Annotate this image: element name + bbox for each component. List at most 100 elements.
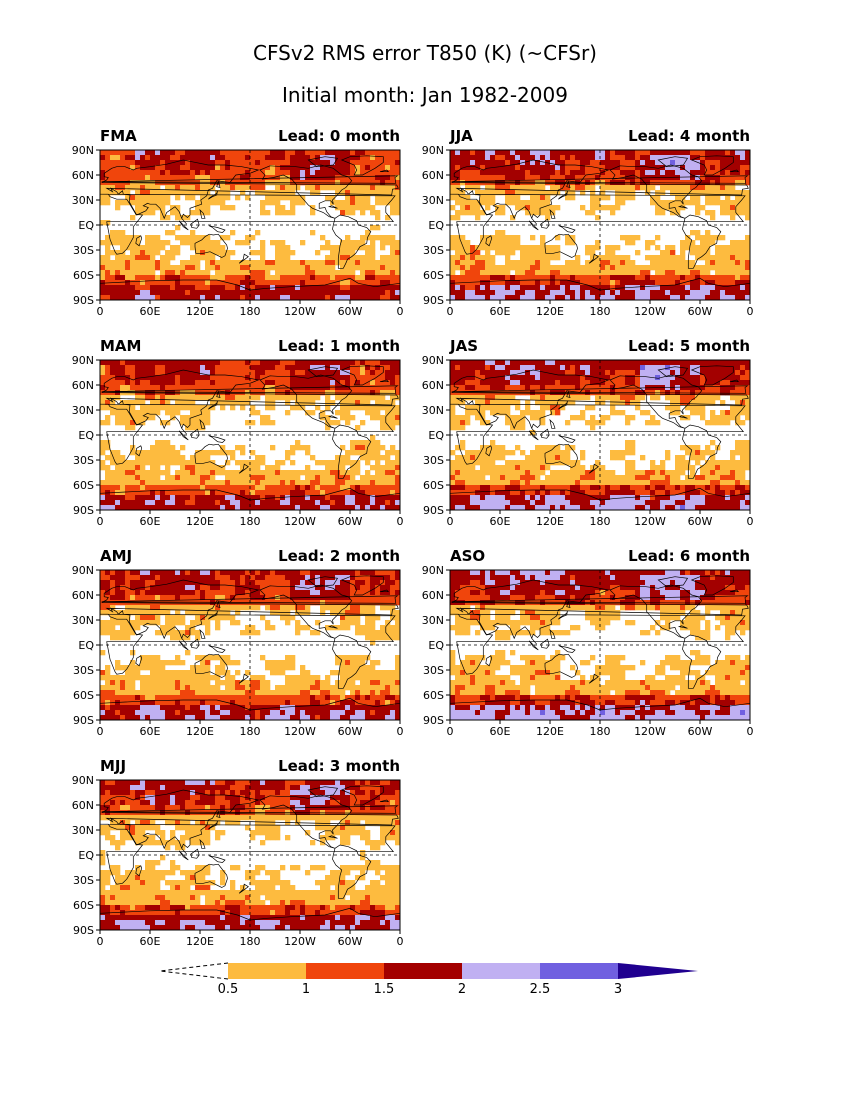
lat-tick-label: 30N	[422, 194, 444, 207]
coastline	[729, 589, 740, 593]
coastline	[327, 205, 338, 209]
coastline	[135, 865, 143, 877]
coastline	[199, 208, 206, 219]
lon-tick-label: 180	[590, 515, 611, 528]
coastline	[549, 628, 556, 639]
coastline	[208, 610, 218, 620]
lat-tick-label: 30S	[423, 664, 444, 677]
lon-tick-label: 120E	[536, 305, 564, 318]
lat-tick-label: 60S	[73, 269, 94, 282]
lon-tick-label: 120W	[634, 725, 666, 738]
coastline	[549, 208, 556, 219]
coastline	[194, 863, 228, 888]
coastline	[100, 403, 396, 465]
coastline	[216, 180, 221, 188]
colorbar-level-label: 2	[458, 982, 466, 997]
coastline	[190, 848, 200, 859]
lat-tick-label: 60N	[422, 169, 444, 182]
coastline	[540, 428, 550, 439]
lat-tick-label: EQ	[428, 639, 444, 652]
coastline	[682, 634, 722, 689]
coastline	[340, 785, 384, 806]
coastline	[677, 205, 688, 209]
figure-subtitle: Initial month: Jan 1982-2009	[282, 83, 568, 107]
coastline	[190, 218, 200, 229]
coastline	[451, 159, 749, 225]
lat-tick-label: 30S	[73, 874, 94, 887]
coastline	[609, 374, 703, 429]
coastline	[238, 463, 249, 474]
coastline	[609, 164, 703, 219]
panel-season-label: FMA	[100, 127, 137, 145]
lat-tick-label: 60N	[72, 379, 94, 392]
lon-tick-label: 0	[397, 935, 404, 948]
coastline	[379, 379, 390, 383]
coastline	[588, 673, 599, 684]
coastline	[451, 595, 749, 604]
coastline	[238, 673, 249, 684]
panel-lead-label: Lead: 2 month	[278, 547, 400, 565]
coastline	[101, 175, 399, 184]
colorbar-level-label: 1.5	[374, 982, 395, 997]
colorbar-level-label: 0.5	[218, 982, 239, 997]
coastline	[544, 653, 578, 678]
coastline	[100, 277, 400, 300]
coastline	[340, 365, 384, 386]
coastline	[528, 430, 539, 441]
lat-tick-label: 30N	[422, 614, 444, 627]
lon-tick-label: 60E	[490, 725, 511, 738]
colorbar-lower-triangle	[159, 962, 229, 980]
lat-tick-label: 90S	[73, 714, 94, 727]
coastline	[259, 374, 353, 429]
lon-tick-label: 60E	[490, 515, 511, 528]
coastline	[327, 625, 338, 629]
panel-lead-label: Lead: 1 month	[278, 337, 400, 355]
lon-tick-label: 60W	[688, 515, 713, 528]
lat-tick-label: 60S	[73, 899, 94, 912]
lon-tick-label: 180	[240, 935, 261, 948]
coastline	[100, 907, 400, 930]
coastline	[609, 584, 703, 639]
lon-tick-label: 120W	[284, 515, 316, 528]
coastline	[544, 233, 578, 258]
coastline	[450, 277, 750, 300]
lon-tick-label: 0	[747, 725, 754, 738]
lat-tick-label: 90S	[73, 504, 94, 517]
coastline	[332, 424, 372, 479]
lon-tick-label: 60E	[490, 305, 511, 318]
lon-tick-label: 0	[97, 935, 104, 948]
coastline	[190, 638, 200, 649]
lon-tick-label: 120E	[536, 725, 564, 738]
lat-tick-label: 60S	[73, 479, 94, 492]
colorbar-level-label: 2.5	[530, 982, 551, 997]
coastline	[135, 655, 143, 667]
coastline	[682, 214, 722, 269]
lat-tick-label: EQ	[428, 219, 444, 232]
lon-tick-label: 0	[397, 725, 404, 738]
coastline	[485, 655, 493, 667]
lat-tick-label: 30N	[72, 614, 94, 627]
coastline	[101, 385, 399, 394]
lon-tick-label: 120E	[186, 935, 214, 948]
lon-tick-label: 180	[240, 305, 261, 318]
lat-tick-label: EQ	[78, 849, 94, 862]
colorbar-level-label: 1	[302, 982, 310, 997]
lon-tick-label: 0	[447, 305, 454, 318]
coastline	[690, 365, 734, 386]
panel-lead-label: Lead: 0 month	[278, 127, 400, 145]
coastline	[101, 159, 399, 225]
colorbar-swatch	[462, 963, 540, 979]
coastline	[259, 794, 353, 849]
lat-tick-label: 30S	[73, 244, 94, 257]
coastline	[450, 697, 750, 720]
lat-tick-label: 90N	[72, 774, 94, 787]
lon-tick-label: 0	[397, 515, 404, 528]
panel-lead-label: Lead: 3 month	[278, 757, 400, 775]
lon-tick-label: 120W	[284, 935, 316, 948]
coastline	[100, 697, 400, 720]
